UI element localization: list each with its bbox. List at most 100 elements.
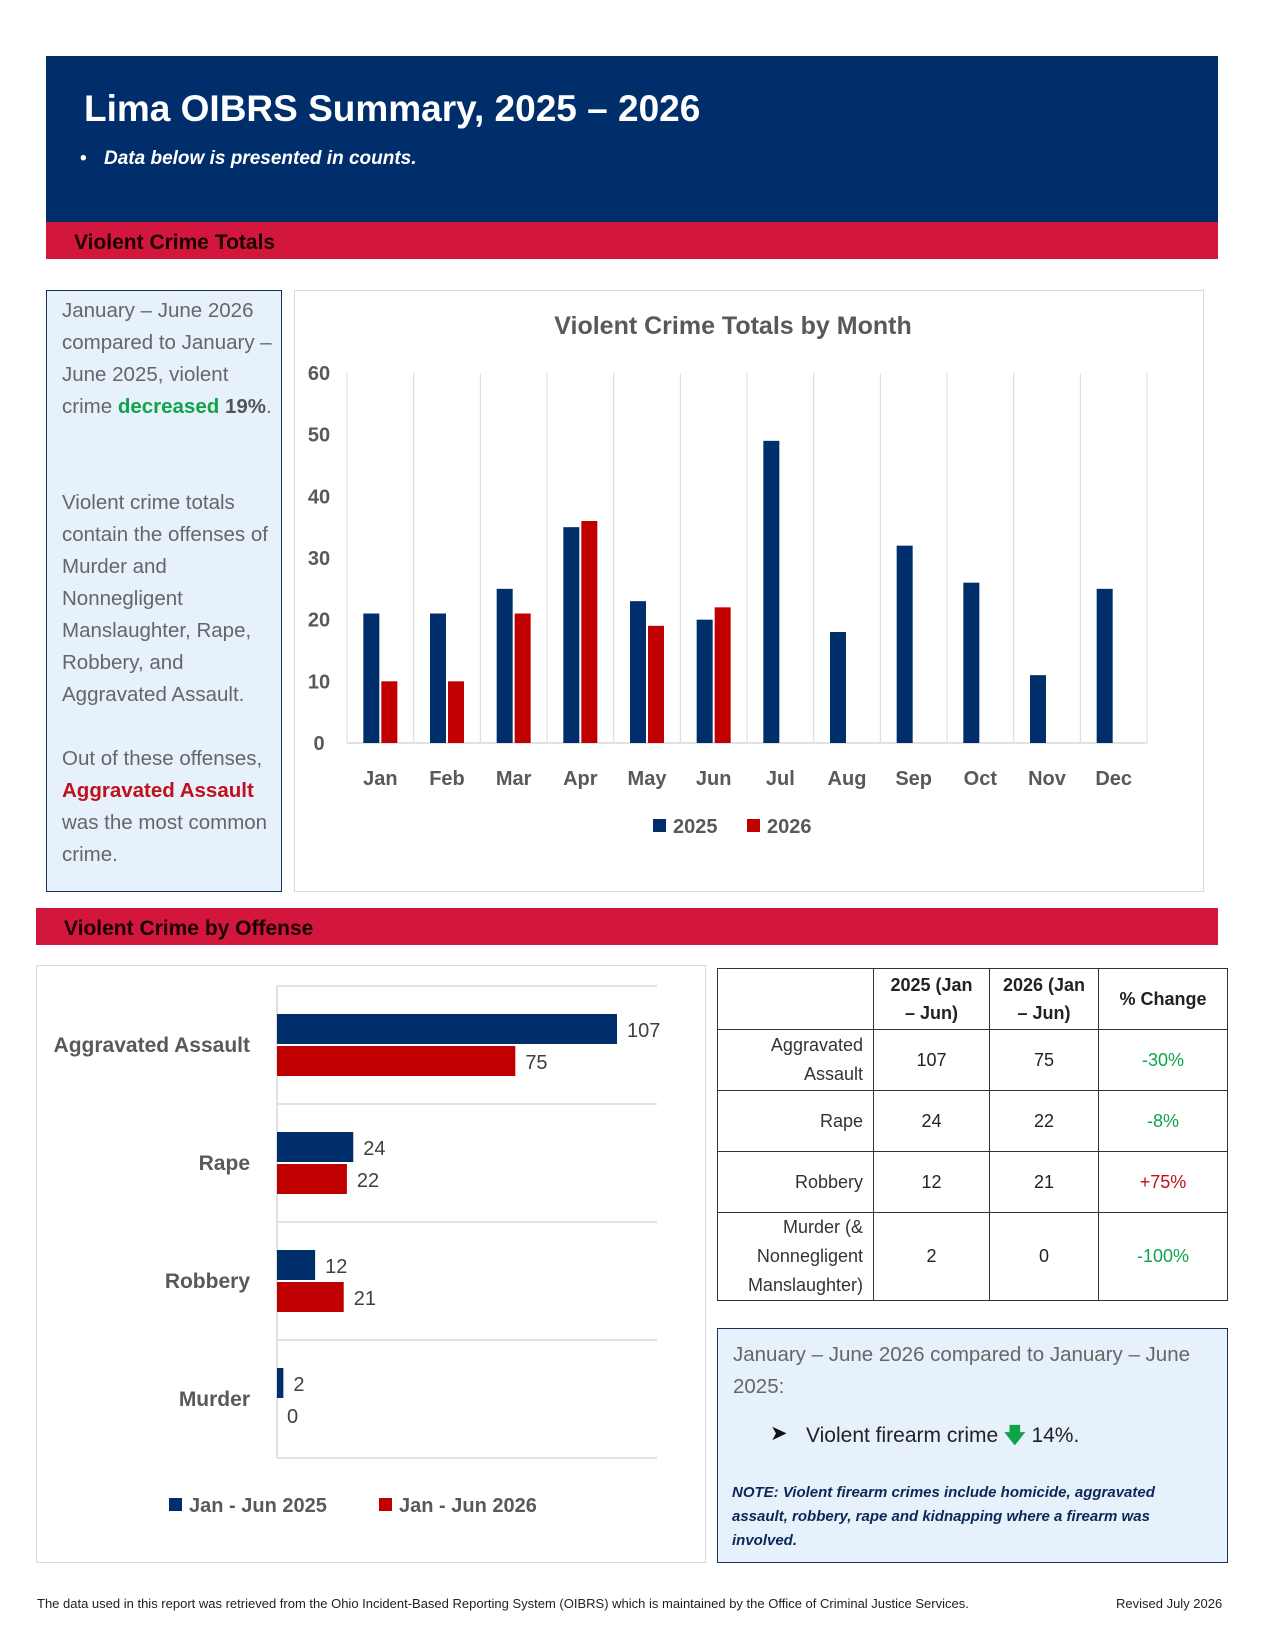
legend-swatch bbox=[379, 1498, 392, 1511]
firearm-bullet: Violent firearm crime 🡇 14%. bbox=[806, 1421, 1079, 1456]
bar-2026-Mar bbox=[514, 613, 531, 743]
bar-2025-Apr bbox=[563, 527, 580, 743]
bar-2025-Sep bbox=[896, 545, 913, 743]
bar-Jan - Jun 2025-Robbery bbox=[277, 1250, 316, 1280]
data-label: 21 bbox=[354, 1288, 376, 1310]
legend-swatch bbox=[653, 819, 666, 832]
table-header-2025: 2025 (Jan – Jun) bbox=[873, 968, 990, 1030]
table-row: Robbery 12 21 +75% bbox=[717, 1151, 1228, 1213]
data-label: 24 bbox=[363, 1138, 385, 1160]
category-label: Aggravated Assault bbox=[54, 1034, 250, 1057]
x-tick-label: Feb bbox=[429, 768, 465, 790]
legend-swatch bbox=[747, 819, 760, 832]
bar-2025-Nov bbox=[1030, 675, 1046, 743]
x-tick-label: Mar bbox=[496, 768, 532, 790]
page-title: Lima OIBRS Summary, 2025 – 2026 bbox=[84, 88, 701, 129]
bar-2025-Oct bbox=[963, 582, 980, 743]
table-cell-2025: 107 bbox=[873, 1029, 990, 1091]
data-label: 107 bbox=[627, 1020, 660, 1042]
table-cell-offense: Murder (& Nonnegligent Manslaughter) bbox=[717, 1212, 874, 1301]
table-header-offense bbox=[717, 968, 874, 1030]
data-label: 22 bbox=[357, 1170, 379, 1192]
firearm-note-box: January – June 2026 compared to January … bbox=[717, 1328, 1228, 1563]
bar-2025-Mar bbox=[496, 588, 513, 743]
table-header-2026: 2026 (Jan – Jun) bbox=[989, 968, 1099, 1030]
y-tick-label: 20 bbox=[308, 610, 330, 632]
down-arrow-icon: 🡇 bbox=[1004, 1424, 1026, 1447]
data-label: 2 bbox=[293, 1374, 304, 1396]
legend-swatch bbox=[169, 1498, 182, 1511]
x-tick-label: May bbox=[628, 768, 668, 790]
bar-2026-Apr bbox=[581, 521, 598, 743]
table-cell-change: -8% bbox=[1098, 1090, 1228, 1152]
section-banner-by-offense: Violent Crime by Offense bbox=[36, 908, 1218, 945]
table-cell-2025: 12 bbox=[873, 1151, 990, 1213]
x-tick-label: Jun bbox=[696, 768, 732, 790]
table-cell-2026: 75 bbox=[989, 1029, 1099, 1091]
offense-table: 2025 (Jan – Jun) 2026 (Jan – Jun) % Chan… bbox=[717, 968, 1228, 1301]
table-header-change: % Change bbox=[1098, 968, 1228, 1030]
y-tick-label: 60 bbox=[308, 363, 330, 385]
table-cell-change: +75% bbox=[1098, 1151, 1228, 1213]
table-cell-2025: 2 bbox=[873, 1212, 990, 1301]
decrease-percent: 19% bbox=[224, 395, 266, 418]
bar-2026-Jun bbox=[714, 607, 731, 743]
y-tick-label: 0 bbox=[313, 733, 324, 755]
bar-Jan - Jun 2025-Rape bbox=[277, 1132, 354, 1162]
arrow-bullet-icon: ➤ bbox=[770, 1422, 788, 1445]
firearm-note-fineprint: NOTE: Violent firearm crimes include hom… bbox=[732, 1484, 1155, 1549]
table-row: Aggravated Assault 107 75 -30% bbox=[717, 1029, 1228, 1091]
section-banner-violent-totals: Violent Crime Totals bbox=[46, 222, 1218, 259]
bar-2025-Jul bbox=[763, 440, 780, 743]
bar-Jan - Jun 2026-Robbery bbox=[277, 1282, 344, 1312]
x-tick-label: Apr bbox=[563, 768, 598, 790]
top-offense-highlight: Aggravated Assault bbox=[62, 779, 254, 802]
section-title: Violent Crime Totals bbox=[74, 231, 276, 254]
summary-paragraph-2: Violent crime totals contain the offense… bbox=[62, 491, 268, 706]
bar-2025-Jan bbox=[363, 613, 380, 743]
x-tick-label: Aug bbox=[828, 768, 867, 790]
bar-2025-Dec bbox=[1096, 588, 1113, 743]
table-cell-offense: Rape bbox=[717, 1090, 874, 1152]
legend-label: 2025 bbox=[673, 816, 718, 838]
x-tick-label: Sep bbox=[895, 768, 932, 790]
footer-revised: Revised July 2026 bbox=[1116, 1596, 1223, 1611]
category-label: Rape bbox=[199, 1152, 250, 1175]
legend-label: Jan - Jun 2026 bbox=[399, 1495, 537, 1517]
legend-label: 2026 bbox=[767, 816, 812, 838]
x-tick-label: Jan bbox=[363, 768, 397, 790]
bar-2026-Jan bbox=[381, 681, 398, 743]
report-header: Lima OIBRS Summary, 2025 – 2026 Data bel… bbox=[46, 56, 1218, 222]
table-row: Rape 24 22 -8% bbox=[717, 1090, 1228, 1152]
bar-2026-Feb bbox=[448, 681, 464, 743]
y-tick-label: 10 bbox=[308, 671, 330, 693]
offense-chart-panel: Aggravated Assault 107 75 Rape 24 22 Robbery 12… bbox=[36, 965, 706, 1563]
data-label: 12 bbox=[325, 1256, 347, 1278]
summary-paragraph-3: Out of these offenses, Aggravated Assaul… bbox=[62, 747, 268, 866]
table-cell-change: -100% bbox=[1098, 1212, 1228, 1301]
table-cell-offense: Aggravated Assault bbox=[717, 1029, 874, 1091]
bar-2025-Jun bbox=[696, 619, 713, 743]
x-tick-label: Jul bbox=[766, 768, 795, 790]
bar-2025-May bbox=[630, 601, 646, 743]
x-tick-label: Oct bbox=[964, 768, 998, 790]
bar-Jan - Jun 2026-Rape bbox=[277, 1164, 347, 1194]
data-label: 0 bbox=[287, 1406, 298, 1428]
y-tick-label: 30 bbox=[308, 548, 330, 570]
offense-bar-chart: Aggravated Assault 107 75 Rape 24 22 Robbery 12… bbox=[54, 985, 660, 1517]
bar-2026-May bbox=[648, 625, 664, 743]
summary-paragraph-1: January – June 2026 compared to January … bbox=[62, 299, 272, 418]
table-header-row: 2025 (Jan – Jun) 2026 (Jan – Jun) % Chan… bbox=[717, 968, 1228, 1030]
x-tick-label: Dec bbox=[1095, 768, 1132, 790]
note-intro: January – June 2026 compared to January … bbox=[733, 1343, 1190, 1398]
data-label: 75 bbox=[525, 1052, 547, 1074]
bar-2025-Feb bbox=[430, 613, 446, 743]
y-tick-label: 50 bbox=[308, 425, 330, 447]
bar-2025-Aug bbox=[830, 632, 846, 743]
x-tick-label: Nov bbox=[1028, 768, 1067, 790]
bar-Jan - Jun 2026-Aggravated Assault bbox=[277, 1046, 516, 1076]
legend-label: Jan - Jun 2025 bbox=[189, 1495, 327, 1517]
table-cell-2026: 22 bbox=[989, 1090, 1099, 1152]
y-tick-label: 40 bbox=[308, 486, 330, 508]
table-cell-change: -30% bbox=[1098, 1029, 1228, 1091]
